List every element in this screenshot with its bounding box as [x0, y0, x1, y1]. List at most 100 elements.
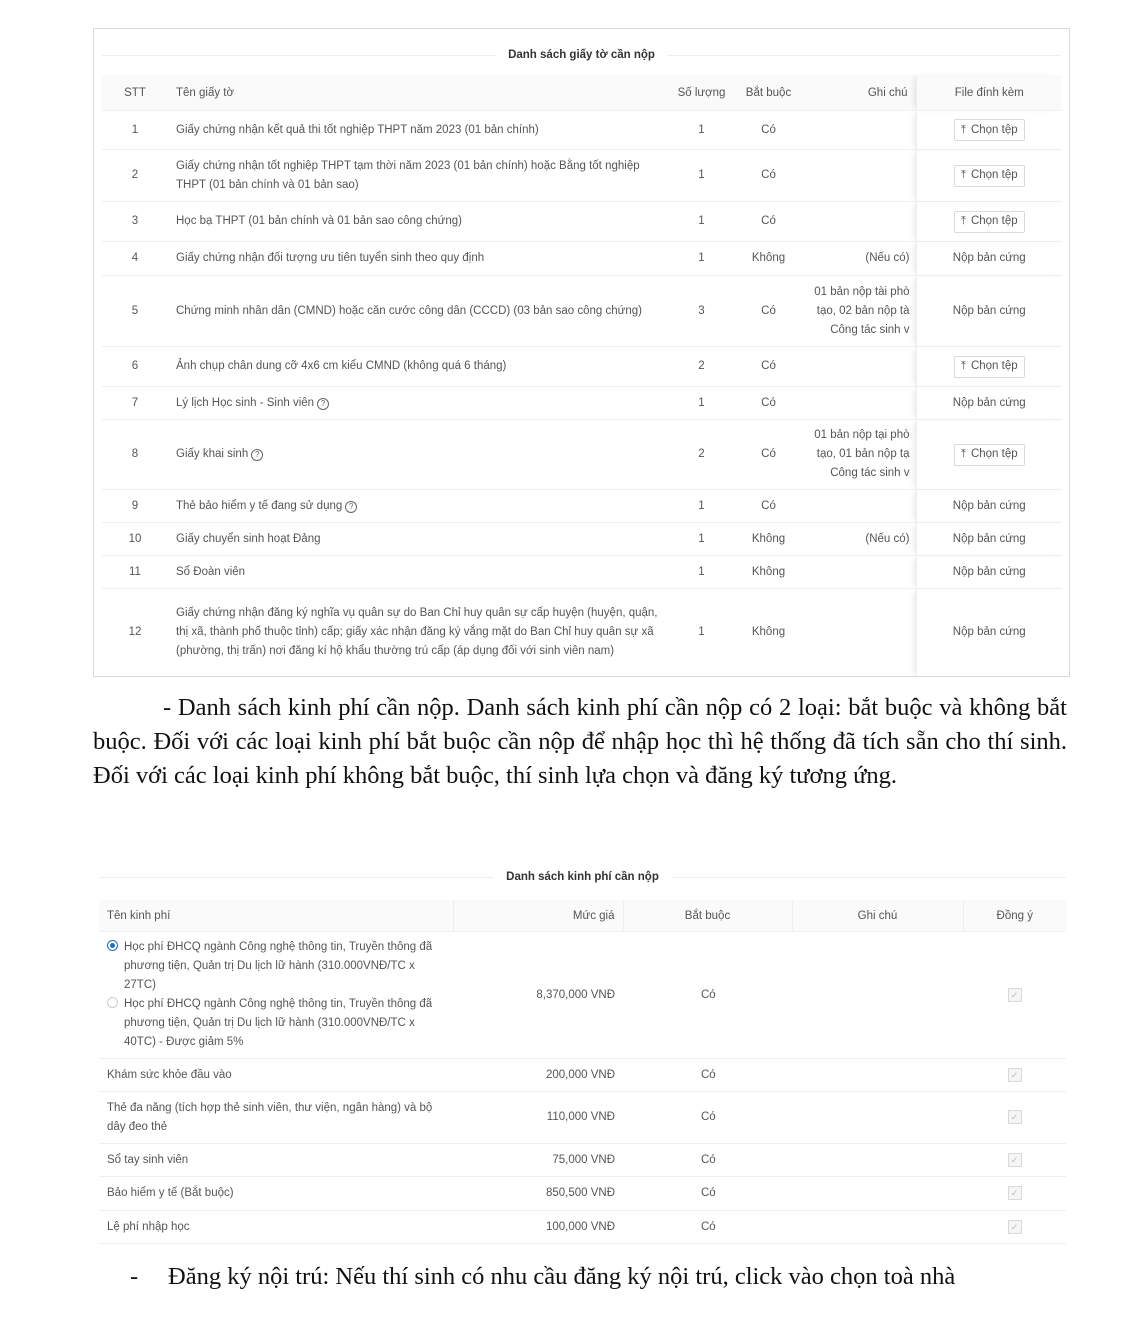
col-name: Tên giấy tờ	[168, 75, 668, 111]
row-qty: 1	[668, 588, 735, 676]
row-stt: 6	[102, 346, 168, 387]
row-stt: 4	[102, 241, 168, 276]
file-status: Nộp bản cứng	[952, 252, 1026, 264]
upload-button[interactable]: ⤒ Chọn tệp	[953, 355, 1025, 378]
row-note	[802, 149, 916, 202]
row-note: (Nếu có)	[802, 241, 916, 276]
upload-button[interactable]: ⤒ Chọn tệp	[953, 210, 1025, 233]
help-icon[interactable]: ?	[251, 449, 264, 461]
documents-title: Danh sách giấy tờ cần nộp	[102, 47, 1061, 63]
tuition-options: Học phí ĐHCQ ngành Công nghệ thông tin, …	[99, 931, 453, 1059]
col-required: Bắt buộc	[735, 75, 802, 111]
row-required: Có	[735, 110, 802, 150]
checkbox-checked-disabled: ✓	[1007, 1110, 1022, 1124]
row-required: Có	[735, 149, 802, 202]
fee-agree: ✓	[963, 1176, 1066, 1211]
note-line: 01 bản nộp tại phò	[814, 429, 910, 441]
upload-button[interactable]: ⤒ Chọn tệp	[953, 443, 1025, 466]
row-stt: 1	[102, 110, 168, 150]
row-document-name: Chứng minh nhân dân (CMND) hoặc căn cước…	[168, 275, 668, 347]
fee-required: Có	[623, 1210, 792, 1244]
fee-name: Thẻ đa năng (tích hợp thẻ sinh viên, thư…	[99, 1091, 453, 1144]
row-qty: 1	[668, 555, 735, 589]
footer-bullet: -	[130, 1263, 139, 1290]
row-stt: 7	[102, 386, 168, 420]
note-line: tạo, 01 bản nộp tạ	[816, 448, 910, 460]
fee-price: 110,000 VNĐ	[453, 1091, 623, 1144]
row-required: Có	[735, 419, 802, 490]
row-qty: 1	[668, 489, 735, 523]
fee-row: Bảo hiểm y tế (Bắt buộc) 850,500 VNĐ Có …	[99, 1176, 1066, 1211]
row-file: ⤒ Chọn tệp	[915, 201, 1062, 242]
row-document-name: Thẻ bảo hiểm y tế đang sử dụng?	[168, 489, 668, 523]
row-file: ⤒ Chọn tệp	[915, 419, 1062, 490]
file-status: Nộp bản cứng	[952, 626, 1026, 638]
upload-button[interactable]: ⤒ Chọn tệp	[953, 119, 1025, 141]
fees-description: - Danh sách kinh phí cần nộp. Danh sách …	[93, 694, 1067, 789]
documents-panel: Danh sách giấy tờ cần nộp STT Tên giấy t…	[93, 28, 1070, 677]
row-document-name: Học bạ THPT (01 bản chính và 01 bản sao …	[168, 201, 668, 242]
row-required: Có	[735, 346, 802, 387]
radio-selected[interactable]	[107, 940, 118, 951]
col-stt: STT	[102, 75, 168, 111]
fee-required: Có	[623, 1143, 792, 1177]
document-row: 6 Ảnh chụp chân dung cỡ 4x6 cm kiểu CMND…	[102, 346, 1062, 387]
row-file: Nộp bản cứng	[915, 489, 1062, 523]
row-stt: 3	[102, 201, 168, 242]
tuition-option-1[interactable]: Học phí ĐHCQ ngành Công nghệ thông tin, …	[107, 938, 445, 995]
document-row: 10 Giấy chuyển sinh hoạt Đảng 1 Không (N…	[102, 522, 1062, 556]
document-row: 9 Thẻ bảo hiểm y tế đang sử dụng? 1 Có N…	[102, 489, 1062, 523]
row-note: (Nếu có)	[802, 522, 916, 556]
fee-row: Sổ tay sinh viên 75,000 VNĐ Có ✓	[99, 1143, 1066, 1177]
row-document-name: Giấy chứng nhận kết quả thi tốt nghiệp T…	[168, 110, 668, 150]
documents-header-row: STT Tên giấy tờ Số lượng Bắt buộc Ghi ch…	[102, 75, 1062, 111]
row-file: Nộp bản cứng	[915, 386, 1062, 420]
upload-icon: ⤒	[960, 448, 966, 460]
col-fee-required: Bắt buộc	[623, 900, 793, 932]
footer-text: Đăng ký nội trú: Nếu thí sinh có nhu cầu…	[168, 1263, 956, 1290]
help-icon[interactable]: ?	[345, 500, 358, 513]
row-document-name: Giấy chứng nhận đối tượng ưu tiên tuyển …	[168, 241, 668, 276]
row-document-name: Giấy chứng nhận tốt nghiệp THPT tạm thời…	[168, 149, 668, 202]
fee-name: Lệ phí nhập học	[99, 1210, 453, 1244]
row-note	[802, 588, 916, 676]
row-document-name: Sổ Đoàn viên	[168, 555, 668, 589]
document-row: 5 Chứng minh nhân dân (CMND) hoặc căn cư…	[102, 275, 1062, 347]
row-stt: 11	[102, 555, 168, 589]
fees-panel: Danh sách kinh phí cần nộp Tên kinh phí …	[99, 865, 1066, 1245]
row-stt: 5	[102, 275, 168, 347]
row-stt: 12	[102, 588, 168, 676]
row-file: ⤒ Chọn tệp	[915, 110, 1062, 150]
row-note	[802, 555, 916, 589]
radio-unselected[interactable]	[107, 997, 118, 1008]
row-qty: 1	[668, 522, 735, 556]
row-note	[802, 489, 916, 523]
fee-price: 200,000 VNĐ	[453, 1058, 623, 1092]
help-icon[interactable]: ?	[317, 397, 330, 410]
row-stt: 9	[102, 489, 168, 523]
row-file: Nộp bản cứng	[915, 522, 1062, 556]
fee-row: Thẻ đa năng (tích hợp thẻ sinh viên, thư…	[99, 1091, 1066, 1144]
checkbox-checked-disabled: ✓	[1007, 1067, 1022, 1082]
upload-button[interactable]: ⤒ Chọn tệp	[953, 164, 1025, 187]
file-status: Nộp bản cứng	[952, 396, 1026, 409]
tuition-option-2[interactable]: Học phí ĐHCQ ngành Công nghệ thông tin, …	[107, 995, 445, 1052]
row-required: Không	[735, 522, 802, 556]
row-stt: 2	[102, 149, 168, 202]
row-document-name: Giấy khai sinh?	[168, 419, 668, 490]
row-document-name: Ảnh chụp chân dung cỡ 4x6 cm kiểu CMND (…	[168, 346, 668, 387]
upload-icon: ⤒	[960, 169, 966, 181]
fee-required: Có	[623, 1176, 792, 1211]
row-note	[802, 110, 916, 150]
row-qty: 2	[668, 419, 735, 490]
document-row: 4 Giấy chứng nhận đối tượng ưu tiên tuyể…	[102, 241, 1062, 276]
fee-agree: ✓	[963, 1143, 1066, 1177]
note-line: (Nếu có)	[865, 252, 910, 264]
row-file: Nộp bản cứng	[915, 241, 1062, 276]
fee-note	[792, 1176, 963, 1211]
row-note: 01 bản nộp tại phò tạo, 01 bản nộp tạ Công…	[802, 419, 916, 490]
document-row: 3 Học bạ THPT (01 bản chính và 01 bản sa…	[102, 201, 1062, 242]
file-status: Nộp bản cứng	[952, 304, 1026, 317]
row-file: Nộp bản cứng	[915, 588, 1062, 676]
row-required: Không	[735, 588, 802, 676]
